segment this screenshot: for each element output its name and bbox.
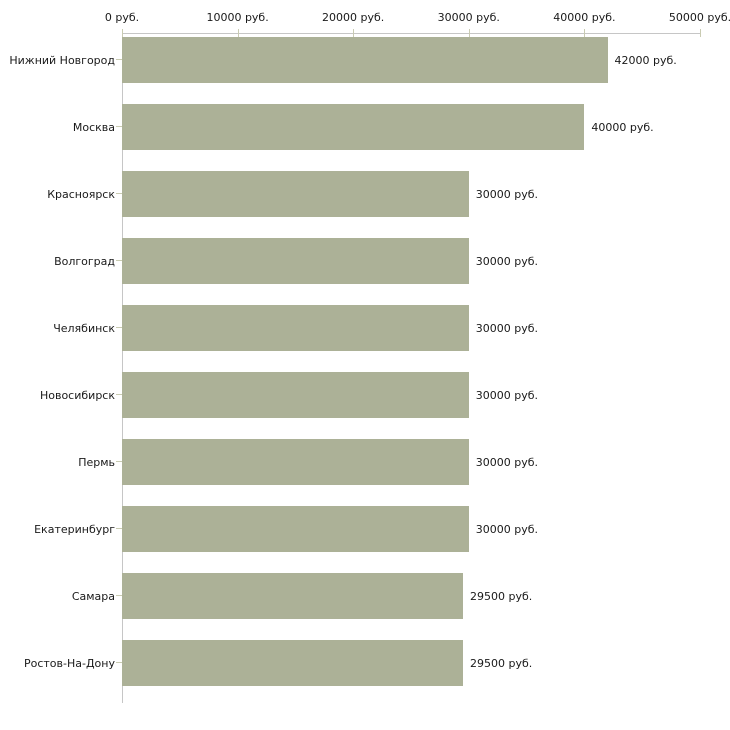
category-tick-mark xyxy=(116,327,122,328)
category-tick-mark xyxy=(116,260,122,261)
category-label: Волгоград xyxy=(54,254,115,268)
category-tick-mark xyxy=(116,59,122,60)
bar xyxy=(122,104,585,150)
category-tick-mark xyxy=(116,461,122,462)
chart-row: Новосибирск 30000 руб. xyxy=(0,368,730,435)
value-label: 30000 руб. xyxy=(475,388,539,402)
x-axis-tick-mark xyxy=(700,29,701,37)
x-axis-tick-mark xyxy=(237,29,239,37)
category-tick-mark xyxy=(116,662,122,663)
bar xyxy=(122,238,469,284)
category-label: Пермь xyxy=(78,455,115,469)
bar xyxy=(122,171,469,217)
x-axis-tick-mark xyxy=(468,29,470,37)
value-label: 40000 руб. xyxy=(591,120,654,134)
category-label: Нижний Новгород xyxy=(9,53,115,67)
x-axis-tick-label: 40000 руб. xyxy=(553,11,616,24)
chart-row: Красноярск 30000 руб. xyxy=(0,167,730,234)
category-tick-mark xyxy=(116,595,122,596)
bar xyxy=(122,573,464,619)
category-tick-mark xyxy=(116,528,122,529)
x-axis-tick-mark xyxy=(584,29,586,37)
category-tick-mark xyxy=(116,193,122,194)
chart-row: Москва 40000 руб. xyxy=(0,100,730,167)
x-axis-tick-label: 50000 руб. xyxy=(668,11,730,24)
category-label: Челябинск xyxy=(53,321,115,335)
category-tick-mark xyxy=(116,126,122,127)
chart-row: Екатеринбург 30000 руб. xyxy=(0,502,730,569)
value-label: 42000 руб. xyxy=(614,53,677,67)
value-label: 29500 руб. xyxy=(470,589,533,603)
x-axis-tick-label: 10000 руб. xyxy=(206,11,269,24)
category-tick-mark xyxy=(116,394,122,395)
chart-row: Нижний Новгород 42000 руб. xyxy=(0,33,730,100)
value-label: 29500 руб. xyxy=(470,656,533,670)
category-label: Новосибирск xyxy=(39,388,115,402)
chart-row: Ростов-На-Дону 29500 руб. xyxy=(0,636,730,703)
bar xyxy=(122,37,608,83)
category-label: Ростов-На-Дону xyxy=(23,656,115,670)
x-axis-tick-label: 30000 руб. xyxy=(437,11,500,24)
bar xyxy=(122,372,469,418)
chart-row: Челябинск 30000 руб. xyxy=(0,301,730,368)
bar xyxy=(122,506,469,552)
x-axis-line xyxy=(122,33,700,34)
category-label: Екатеринбург xyxy=(34,522,115,536)
value-label: 30000 руб. xyxy=(475,321,539,335)
x-axis-tick-mark xyxy=(122,29,123,37)
x-axis-tick-label: 20000 руб. xyxy=(322,11,385,24)
category-label: Красноярск xyxy=(47,187,115,201)
chart-row: Волгоград 30000 руб. xyxy=(0,234,730,301)
value-label: 30000 руб. xyxy=(475,187,539,201)
x-axis-tick-mark xyxy=(353,29,355,37)
chart-row: Самара 29500 руб. xyxy=(0,569,730,636)
chart-row: Пермь 30000 руб. xyxy=(0,435,730,502)
value-label: 30000 руб. xyxy=(475,254,539,268)
x-axis-tick-label: 0 руб. xyxy=(104,11,140,24)
category-label: Москва xyxy=(72,120,115,134)
bar xyxy=(122,305,469,351)
category-label: Самара xyxy=(71,589,115,603)
value-label: 30000 руб. xyxy=(475,522,539,536)
bar xyxy=(122,640,464,686)
y-axis-line xyxy=(122,33,123,703)
bar xyxy=(122,439,469,485)
value-label: 30000 руб. xyxy=(475,455,539,469)
